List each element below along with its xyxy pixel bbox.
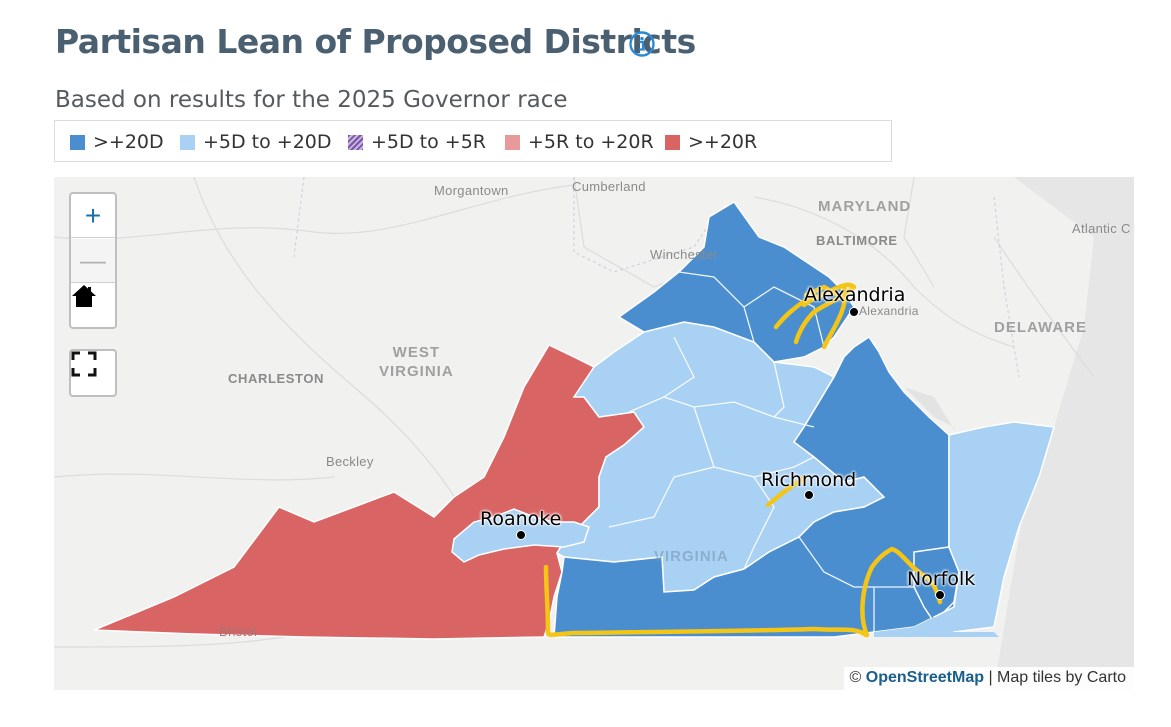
legend-label: >+20D (93, 131, 164, 153)
district-region-northern-va (617, 201, 855, 363)
district-region-tidewater (553, 335, 960, 638)
district-region-eastern-shore (922, 421, 1055, 633)
legend-label: +5D to +5R (371, 131, 487, 153)
map-attribution: © OpenStreetMap | Map tiles by Carto (843, 667, 1134, 690)
legend-label: +5R to +20R (528, 131, 654, 153)
city-marker (849, 307, 859, 317)
copyright-symbol: © (849, 669, 862, 686)
basemap-label: Beckley (326, 454, 374, 469)
legend-item-strong-d: >+20D (70, 131, 164, 153)
city-label-richmond: Richmond (761, 469, 857, 491)
basemap-label: Morgantown (434, 183, 509, 198)
fullscreen-button[interactable] (69, 349, 117, 397)
zoom-in-button[interactable]: + (71, 194, 115, 238)
basemap-label: BALTIMORE (816, 233, 898, 248)
basemap-label: MARYLAND (818, 198, 912, 215)
basemap-label: VIRGINIA (654, 548, 729, 565)
city-label-alexandria: Alexandria (804, 284, 906, 306)
map-canvas[interactable] (54, 177, 1134, 690)
city-marker (804, 490, 814, 500)
basemap-label: Cumberland (572, 179, 646, 194)
attribution-tiles: | Map tiles by Carto (988, 669, 1126, 686)
basemap-label: WEST VIRGINIA (379, 344, 454, 380)
legend-item-lean-d: +5D to +20D (180, 131, 332, 153)
city-label-roanoke: Roanoke (480, 508, 562, 530)
city-marker (935, 590, 945, 600)
map-legend: >+20D +5D to +20D +5D to +5R +5R to +20R… (54, 120, 892, 162)
info-icon[interactable] (629, 31, 655, 57)
basemap-label: Bristol (219, 624, 258, 639)
legend-item-strong-r: >+20R (665, 131, 758, 153)
fullscreen-icon (71, 351, 97, 377)
legend-item-lean-r: +5R to +20R (505, 131, 654, 153)
legend-swatch (70, 134, 85, 150)
city-marker (516, 530, 526, 540)
home-icon (72, 285, 96, 307)
legend-label: +5D to +20D (203, 131, 332, 153)
legend-swatch (180, 134, 195, 150)
basemap-label: CHARLESTON (228, 371, 325, 386)
basemap-label: DELAWARE (994, 319, 1088, 336)
page-subtitle: Based on results for the 2025 Governor r… (55, 87, 568, 113)
openstreetmap-link[interactable]: OpenStreetMap (865, 669, 984, 686)
legend-item-tossup: +5D to +5R (348, 131, 487, 153)
basemap-label: Atlantic C (1072, 221, 1131, 236)
district-map[interactable]: Morgantown Cumberland MARYLAND BALTIMORE… (54, 177, 1134, 690)
legend-swatch (665, 134, 680, 150)
legend-swatch (348, 134, 363, 150)
page-title: Partisan Lean of Proposed Districts (55, 22, 696, 61)
basemap-label: Winchester (650, 247, 719, 262)
zoom-control: + — (69, 192, 117, 329)
city-label-norfolk: Norfolk (907, 568, 976, 590)
legend-label: >+20R (688, 131, 758, 153)
zoom-out-button[interactable]: — (71, 239, 115, 283)
legend-swatch (505, 134, 520, 150)
home-button[interactable] (71, 284, 115, 328)
basemap-label: Alexandria (859, 304, 919, 318)
